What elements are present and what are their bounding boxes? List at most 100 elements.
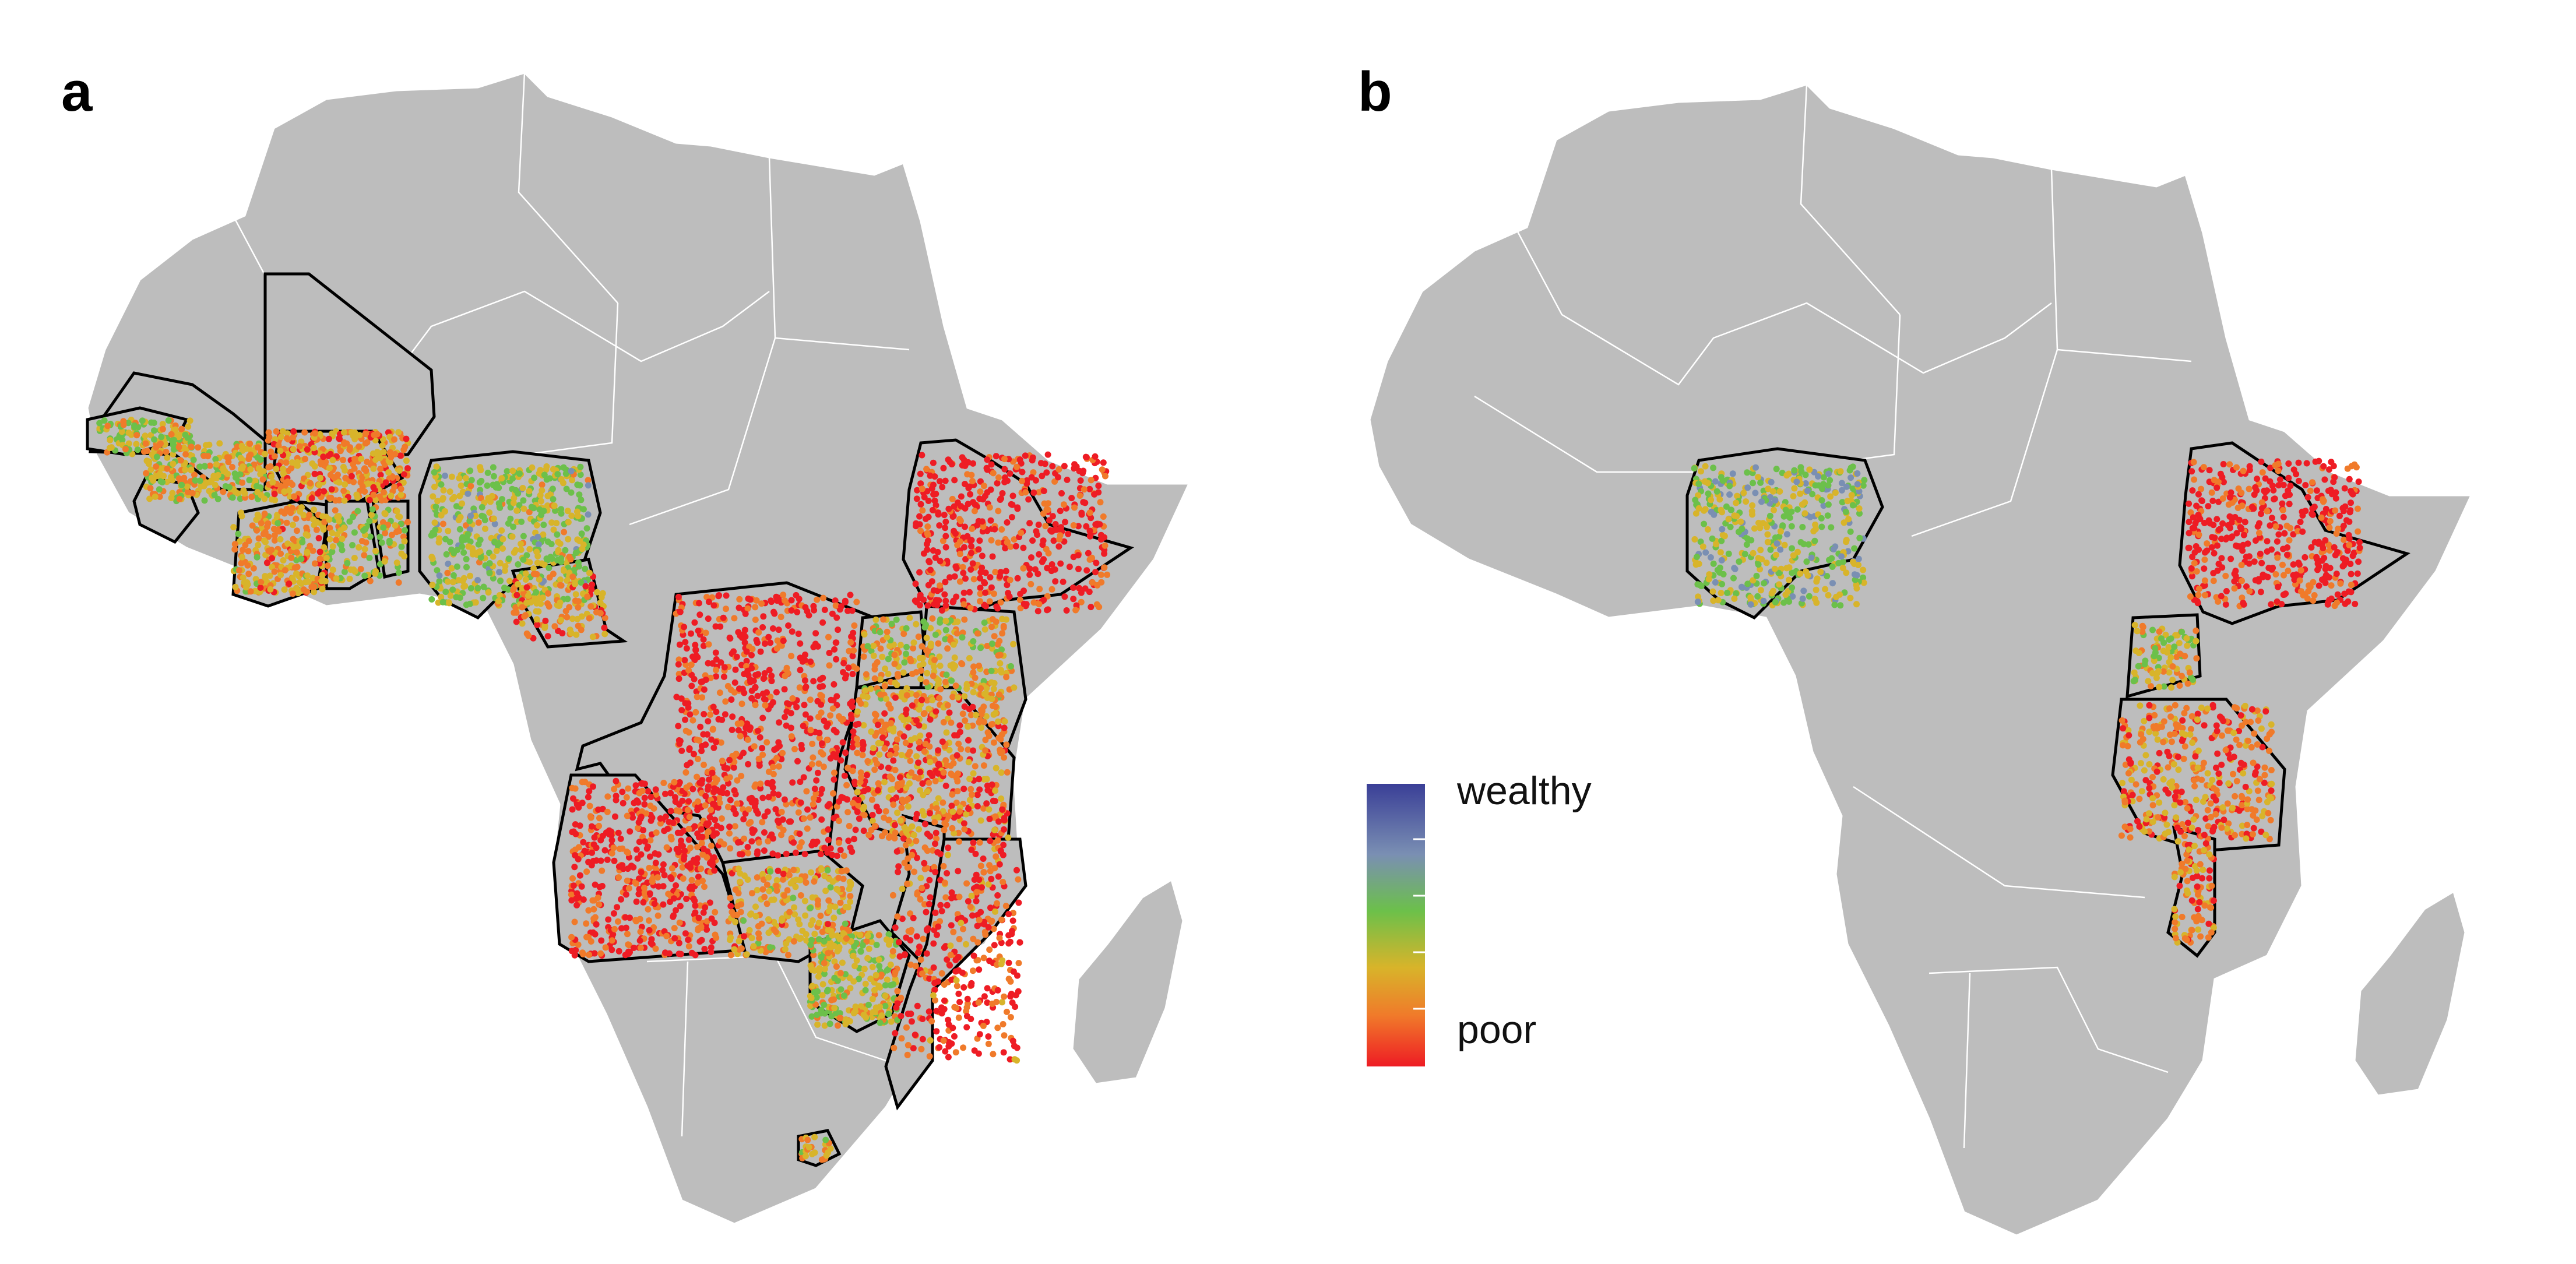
wealth-dot	[501, 585, 508, 591]
wealth-dot	[459, 543, 466, 550]
wealth-dot	[781, 686, 788, 693]
wealth-dot	[164, 454, 171, 461]
wealth-dot	[576, 491, 583, 498]
wealth-dot	[808, 869, 814, 876]
wealth-dot	[258, 579, 265, 586]
wealth-dot	[962, 575, 969, 582]
wealth-dot	[887, 962, 894, 968]
wealth-dot	[916, 569, 923, 576]
wealth-dot	[746, 927, 753, 934]
wealth-dot	[923, 466, 930, 473]
wealth-dot	[974, 803, 981, 809]
wealth-dot	[290, 434, 297, 441]
wealth-dot	[598, 937, 605, 944]
wealth-dot	[903, 625, 910, 632]
wealth-dot	[837, 986, 844, 993]
wealth-dot	[970, 839, 977, 846]
wealth-dot	[612, 813, 618, 820]
wealth-dot	[265, 533, 272, 540]
wealth-dot	[541, 624, 548, 631]
wealth-dot	[951, 732, 958, 739]
wealth-dot	[670, 819, 677, 826]
wealth-dot	[660, 901, 667, 908]
wealth-dot	[760, 675, 767, 682]
wealth-dot	[378, 539, 385, 546]
wealth-dot	[956, 578, 963, 585]
wealth-dot	[570, 882, 577, 889]
wealth-dot	[877, 1019, 884, 1026]
wealth-dot	[782, 714, 788, 720]
wealth-dot	[919, 643, 925, 650]
wealth-dot	[299, 538, 306, 545]
wealth-dot	[972, 763, 979, 770]
wealth-dot	[871, 766, 878, 773]
wealth-dot	[886, 773, 893, 780]
wealth-dot	[999, 615, 1006, 622]
wealth-dot	[277, 448, 284, 455]
wealth-dot	[480, 583, 487, 590]
wealth-dot	[558, 617, 564, 624]
wealth-dot	[797, 640, 804, 647]
wealth-dot	[963, 682, 970, 689]
wealth-dot	[685, 826, 692, 833]
wealth-dot	[977, 488, 984, 495]
wealth-dot	[948, 802, 955, 809]
wealth-dot	[1061, 538, 1068, 545]
wealth-dot	[851, 836, 857, 843]
wealth-dot	[240, 574, 247, 581]
wealth-dot	[319, 572, 326, 579]
wealth-dot	[693, 652, 700, 659]
wealth-dot	[913, 621, 920, 628]
wealth-dot	[1011, 536, 1018, 543]
wealth-dot	[637, 944, 644, 951]
wealth-dot	[990, 739, 997, 746]
wealth-dot	[981, 619, 988, 626]
wealth-dot	[625, 941, 632, 948]
wealth-dot	[288, 465, 295, 471]
wealth-dot	[814, 988, 821, 995]
wealth-dot	[759, 819, 766, 826]
wealth-dot	[433, 463, 440, 470]
wealth-dot	[361, 488, 368, 495]
wealth-dot	[924, 537, 931, 544]
wealth-dot	[895, 939, 902, 946]
wealth-dot	[808, 965, 815, 972]
wealth-dot	[1007, 543, 1014, 550]
wealth-dot	[604, 793, 611, 800]
wealth-dot	[396, 467, 403, 474]
wealth-dot	[712, 909, 719, 916]
wealth-dot	[615, 948, 622, 955]
wealth-dot	[677, 950, 684, 957]
wealth-dot	[544, 590, 551, 597]
wealth-dot	[442, 472, 448, 479]
wealth-dot	[857, 779, 864, 786]
wealth-dot	[789, 628, 796, 635]
wealth-dot	[278, 508, 285, 515]
wealth-dot	[985, 1040, 992, 1047]
wealth-dot	[817, 851, 824, 858]
wealth-dot	[688, 682, 695, 689]
wealth-dot	[149, 474, 155, 481]
wealth-dot	[484, 469, 491, 476]
wealth-dot	[287, 509, 294, 516]
wealth-dot	[107, 436, 114, 443]
wealth-dot	[1075, 565, 1082, 572]
wealth-dot	[146, 495, 153, 502]
wealth-dot	[960, 820, 967, 827]
wealth-dot	[744, 736, 751, 743]
wealth-dot	[891, 822, 898, 829]
wealth-dot	[236, 538, 243, 545]
wealth-dot	[959, 634, 966, 641]
wealth-dot	[274, 512, 281, 519]
wealth-dot	[797, 799, 804, 806]
wealth-dot	[273, 466, 280, 473]
wealth-dot	[961, 826, 968, 833]
wealth-dot	[712, 816, 719, 823]
wealth-dot	[791, 904, 798, 911]
wealth-dot	[231, 546, 238, 553]
wealth-dot	[568, 489, 575, 496]
wealth-dot	[868, 728, 875, 735]
wealth-dot	[578, 530, 585, 537]
wealth-dot	[233, 489, 240, 496]
wealth-dot	[818, 866, 825, 873]
